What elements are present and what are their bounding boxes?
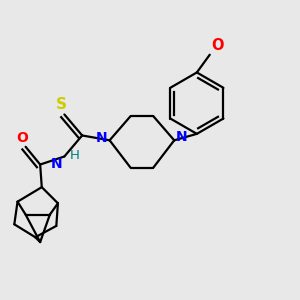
Text: N: N <box>176 130 188 144</box>
Text: S: S <box>56 97 67 112</box>
Text: O: O <box>16 131 28 145</box>
Text: N: N <box>95 131 107 145</box>
Text: N: N <box>51 158 63 171</box>
Text: O: O <box>212 38 224 53</box>
Text: H: H <box>70 149 80 162</box>
